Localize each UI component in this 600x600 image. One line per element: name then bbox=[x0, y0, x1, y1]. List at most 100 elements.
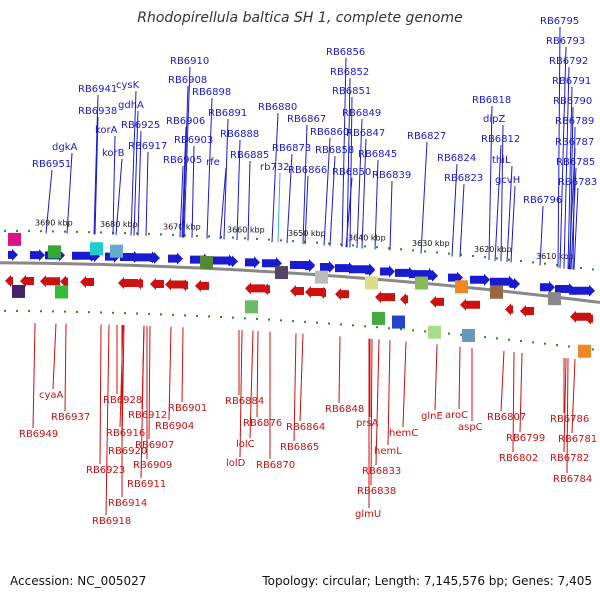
top-gene-label[interactable]: RB6951 bbox=[32, 159, 71, 170]
bottom-gene-label[interactable]: RB6914 bbox=[108, 498, 147, 509]
bottom-gene-label[interactable]: RB6833 bbox=[362, 466, 401, 477]
bottom-gene-label[interactable]: RB6870 bbox=[256, 460, 295, 471]
top-gene-label[interactable]: RB6783 bbox=[558, 177, 597, 188]
top-gene-label[interactable]: RB6860 bbox=[310, 127, 349, 138]
forward-gene-arrow[interactable] bbox=[570, 284, 595, 297]
forward-gene-arrow[interactable] bbox=[245, 256, 260, 269]
forward-gene-arrow[interactable] bbox=[8, 248, 18, 261]
bottom-gene-label[interactable]: RB6865 bbox=[280, 442, 319, 453]
top-gene-label[interactable]: RB6791 bbox=[552, 76, 591, 87]
bottom-gene-label[interactable]: RB6916 bbox=[106, 428, 145, 439]
top-gene-label[interactable]: RB6898 bbox=[192, 87, 231, 98]
forward-gene-arrow[interactable] bbox=[168, 252, 183, 265]
reverse-gene-arrow[interactable] bbox=[375, 291, 395, 304]
forward-gene-arrow[interactable] bbox=[490, 275, 515, 288]
reverse-gene-arrow[interactable] bbox=[80, 275, 94, 288]
bottom-gene-label[interactable]: RB6799 bbox=[506, 433, 545, 444]
reverse-gene-arrow[interactable] bbox=[135, 277, 143, 290]
reverse-gene-arrow[interactable] bbox=[150, 277, 164, 290]
reverse-gene-arrow[interactable] bbox=[505, 303, 513, 316]
top-gene-label[interactable]: RB6906 bbox=[166, 116, 205, 127]
bottom-gene-label[interactable]: RB6911 bbox=[127, 479, 166, 490]
reverse-gene-arrow[interactable] bbox=[118, 276, 138, 289]
reverse-gene-arrow[interactable] bbox=[290, 284, 304, 297]
bottom-gene-label[interactable]: RB6904 bbox=[155, 421, 194, 432]
bottom-gene-label[interactable]: RB6907 bbox=[135, 440, 174, 451]
forward-gene-arrow[interactable] bbox=[428, 269, 438, 282]
forward-gene-arrow[interactable] bbox=[510, 277, 520, 290]
top-gene-label[interactable]: RB6858 bbox=[315, 145, 354, 156]
top-gene-label[interactable]: cysK bbox=[116, 80, 140, 91]
reverse-gene-arrow[interactable] bbox=[5, 274, 13, 287]
reverse-gene-arrow[interactable] bbox=[40, 275, 60, 288]
top-gene-label[interactable]: RB6845 bbox=[358, 149, 397, 160]
reverse-gene-arrow[interactable] bbox=[262, 283, 270, 296]
top-gene-label[interactable]: RB6795 bbox=[540, 16, 579, 27]
bottom-gene-label[interactable]: RB6802 bbox=[499, 453, 538, 464]
bottom-gene-label[interactable]: RB6909 bbox=[133, 460, 172, 471]
bottom-gene-label[interactable]: RB6920 bbox=[108, 446, 147, 457]
bottom-gene-label[interactable]: RB6918 bbox=[92, 516, 131, 527]
top-gene-label[interactable]: RB6792 bbox=[549, 56, 588, 67]
reverse-gene-arrow[interactable] bbox=[195, 279, 209, 292]
forward-gene-arrow[interactable] bbox=[540, 281, 555, 294]
reverse-gene-arrow[interactable] bbox=[460, 298, 480, 311]
top-gene-label[interactable]: RB6908 bbox=[168, 75, 207, 86]
bottom-gene-label[interactable]: aspC bbox=[458, 422, 483, 433]
top-gene-label[interactable]: RB6925 bbox=[121, 120, 160, 131]
bottom-gene-label[interactable]: RB6848 bbox=[325, 404, 364, 415]
top-gene-label[interactable]: RB6790 bbox=[553, 96, 592, 107]
reverse-gene-arrow[interactable] bbox=[585, 312, 593, 325]
bottom-gene-label[interactable]: RB6838 bbox=[357, 486, 396, 497]
top-gene-label[interactable]: RB6796 bbox=[523, 195, 562, 206]
forward-gene-arrow[interactable] bbox=[470, 273, 490, 286]
top-gene-label[interactable]: RB6839 bbox=[372, 170, 411, 181]
bottom-gene-label[interactable]: RB6782 bbox=[550, 453, 589, 464]
top-gene-label[interactable]: korA bbox=[95, 125, 118, 136]
forward-gene-arrow[interactable] bbox=[380, 265, 395, 278]
top-gene-label[interactable]: RB6917 bbox=[128, 141, 167, 152]
top-gene-label[interactable]: RB6787 bbox=[555, 137, 594, 148]
bottom-gene-label[interactable]: RB6912 bbox=[128, 410, 167, 421]
bottom-gene-label[interactable]: RB6901 bbox=[168, 403, 207, 414]
top-gene-label[interactable]: RB6789 bbox=[555, 116, 594, 127]
forward-gene-arrow[interactable] bbox=[150, 251, 160, 264]
top-gene-label[interactable]: RB6867 bbox=[287, 114, 326, 125]
top-gene-label[interactable]: RB6851 bbox=[332, 86, 371, 97]
top-gene-label[interactable]: gcvH bbox=[495, 175, 520, 186]
bottom-gene-label[interactable]: aroC bbox=[445, 410, 468, 421]
bottom-gene-label[interactable]: cyaA bbox=[39, 390, 64, 401]
top-gene-label[interactable]: RB6941 bbox=[78, 84, 117, 95]
top-gene-label[interactable]: RB6938 bbox=[78, 106, 117, 117]
bottom-gene-label[interactable]: RB6884 bbox=[225, 396, 264, 407]
reverse-gene-arrow[interactable] bbox=[335, 288, 349, 301]
top-gene-label[interactable]: dgkA bbox=[52, 142, 77, 153]
top-gene-label[interactable]: RB6818 bbox=[472, 95, 511, 106]
bottom-gene-label[interactable]: hemL bbox=[374, 446, 402, 457]
top-gene-label[interactable]: rb732 bbox=[260, 162, 290, 173]
bottom-gene-label[interactable]: glnE bbox=[421, 411, 443, 422]
top-gene-label[interactable]: RB6888 bbox=[220, 129, 259, 140]
bottom-gene-label[interactable]: RB6807 bbox=[487, 412, 526, 423]
reverse-gene-arrow[interactable] bbox=[180, 279, 188, 292]
reverse-gene-arrow[interactable] bbox=[400, 293, 408, 306]
forward-gene-arrow[interactable] bbox=[320, 261, 335, 273]
bottom-gene-label[interactable]: RB6784 bbox=[553, 474, 592, 485]
reverse-gene-arrow[interactable] bbox=[430, 295, 444, 308]
top-gene-label[interactable]: thiL bbox=[492, 155, 511, 166]
top-gene-label[interactable]: RB6785 bbox=[556, 157, 595, 168]
top-gene-label[interactable]: RB6827 bbox=[407, 131, 446, 142]
reverse-gene-arrow[interactable] bbox=[318, 286, 326, 299]
top-gene-label[interactable]: RB6850 bbox=[332, 167, 371, 178]
bottom-gene-label[interactable]: RB6876 bbox=[243, 418, 282, 429]
forward-gene-arrow[interactable] bbox=[365, 264, 375, 277]
reverse-gene-arrow[interactable] bbox=[520, 305, 534, 317]
bottom-gene-label[interactable]: RB6923 bbox=[86, 465, 125, 476]
top-gene-label[interactable]: RB6852 bbox=[330, 67, 369, 78]
bottom-gene-label[interactable]: RB6864 bbox=[286, 422, 325, 433]
top-gene-label[interactable]: RB6856 bbox=[326, 47, 365, 58]
bottom-gene-label[interactable]: RB6937 bbox=[51, 412, 90, 423]
top-gene-label[interactable]: RB6891 bbox=[208, 108, 247, 119]
reverse-gene-arrow[interactable] bbox=[20, 275, 34, 287]
bottom-gene-label[interactable]: lolD bbox=[226, 458, 246, 469]
